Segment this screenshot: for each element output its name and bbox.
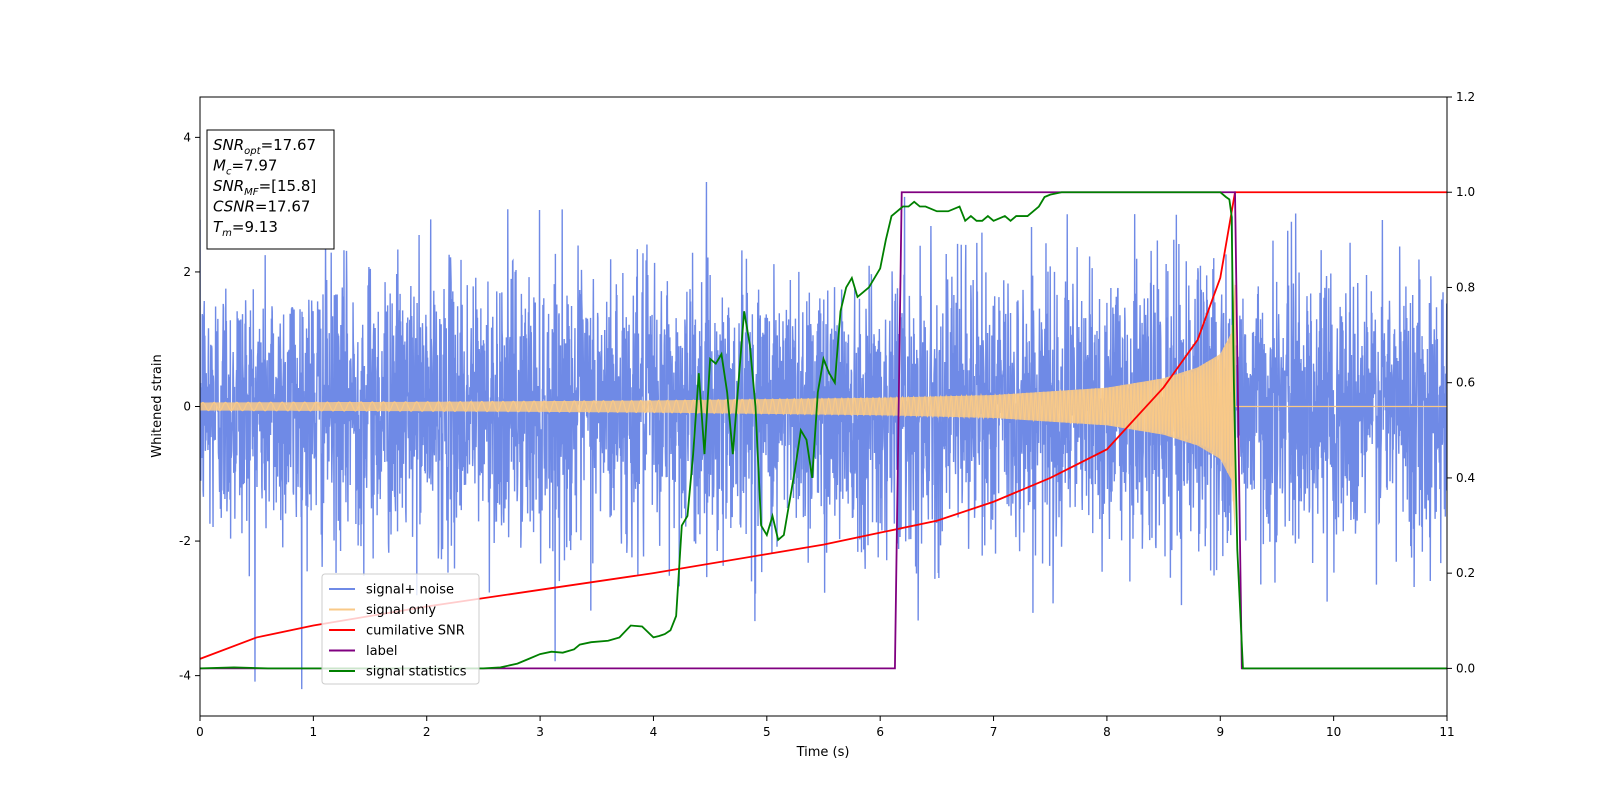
series-signal-statistics [200, 191, 1447, 670]
y-right-tick-label: 1.2 [1456, 90, 1475, 104]
annotation-line: Mc=7.97 [213, 157, 277, 178]
x-tick-label: 11 [1439, 725, 1454, 739]
x-tick-label: 4 [650, 725, 658, 739]
y-right-tick-label: 1.0 [1456, 185, 1475, 199]
x-tick-label: 6 [876, 725, 884, 739]
legend-label: signal+ noise [366, 583, 454, 598]
legend-label: cumilative SNR [366, 624, 465, 639]
annotation-line: Tm=9.13 [213, 218, 278, 239]
annotation-line: SNRMF=[15.8] [213, 177, 316, 198]
x-tick-label: 2 [423, 725, 431, 739]
legend-label: signal statistics [366, 665, 467, 680]
y-left-tick-label: -2 [179, 534, 191, 548]
y-right-tick-label: 0.2 [1456, 566, 1475, 580]
y-right-tick-label: 0.0 [1456, 661, 1475, 675]
x-tick-label: 3 [536, 725, 544, 739]
x-tick-label: 8 [1103, 725, 1111, 739]
x-tick-label: 5 [763, 725, 771, 739]
x-tick-label: 10 [1326, 725, 1341, 739]
legend-label: signal only [366, 603, 436, 618]
y-left-tick-label: -4 [179, 669, 191, 683]
x-axis: 0 1 2 3 4 5 6 7 8 9 10 11 [196, 716, 1455, 739]
y-left-tick-label: 4 [183, 130, 191, 144]
y-right-tick-label: 0.6 [1456, 376, 1475, 390]
annotation-box: SNRopt=17.67Mc=7.97SNRMF=[15.8]CSNR=17.6… [206, 129, 335, 250]
legend: signal+ noise signal only cumilative SNR la… [321, 573, 480, 685]
y-right-tick-label: 0.4 [1456, 471, 1475, 485]
series-signal-only [200, 284, 1447, 502]
x-tick-label: 0 [196, 725, 204, 739]
y-left-tick-label: 0 [183, 400, 191, 414]
annotation-line: CSNR=17.67 [213, 198, 310, 216]
legend-label: label [366, 644, 397, 659]
y-axis-left: -4 -2 0 2 4 [179, 130, 200, 683]
y-left-tick-label: 2 [183, 265, 191, 279]
y-axis-right: 0.0 0.2 0.4 0.6 0.8 1.0 1.2 [1447, 90, 1475, 675]
y-axis-label: Whitened strain [150, 354, 165, 457]
series-signal-only-envelope [200, 278, 1236, 535]
annotation-line: SNRopt=17.67 [213, 136, 316, 157]
y-right-tick-label: 0.8 [1456, 280, 1475, 294]
x-axis-label: Time (s) [796, 745, 850, 760]
x-tick-label: 9 [1216, 725, 1224, 739]
x-tick-label: 7 [990, 725, 998, 739]
x-tick-label: 1 [310, 725, 318, 739]
